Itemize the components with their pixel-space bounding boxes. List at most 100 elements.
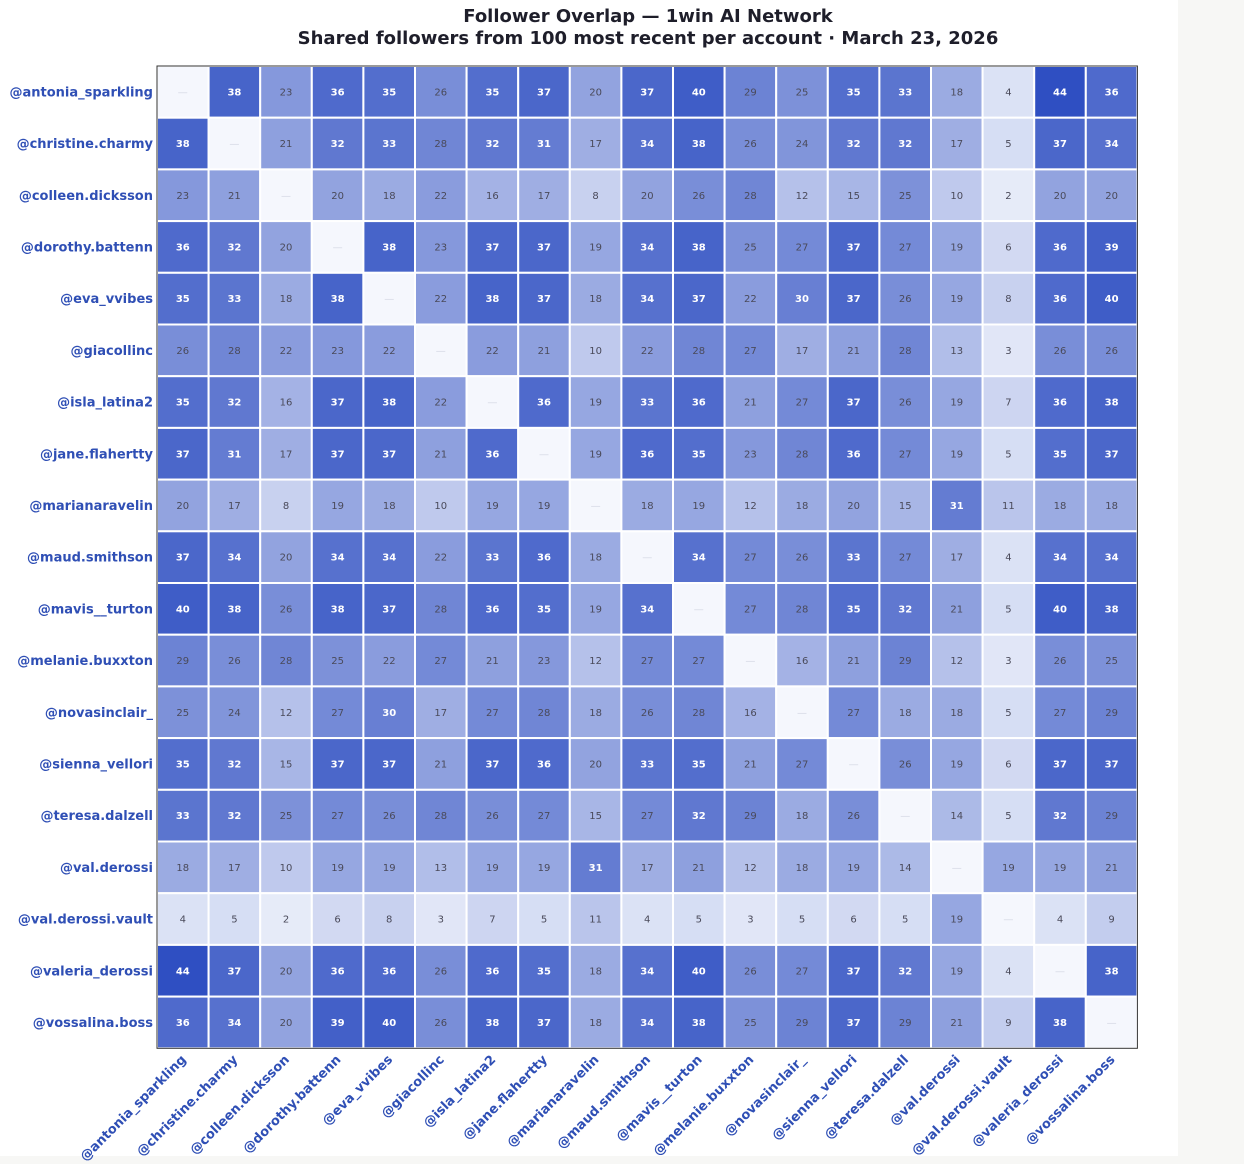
cell-value-label: 26 [899,294,912,305]
cell-value-label: 34 [227,1018,241,1029]
row-tick-label: @isla_latina2 [57,396,153,411]
heatmap-cell [259,788,313,843]
cell-value-label: 31 [537,139,551,150]
heatmap-cell [414,323,468,378]
heatmap-frame [156,65,1138,1049]
heatmap-cell [465,271,520,326]
cell-value-label: 22 [280,346,293,357]
cell-value-label: — [1003,915,1013,926]
cell-value-label: 38 [382,398,396,409]
column-tick-label: @vossalina.boss [1023,1052,1119,1148]
row-tick-label: @dorothy.battenn [21,240,153,255]
cell-value-label: 37 [1053,759,1067,770]
cell-value-label: 25 [176,708,189,719]
cell-value-label: 34 [1105,553,1119,564]
cell-value-label: 6 [1005,242,1011,253]
page-margin-bottom [0,1156,1178,1164]
heatmap-cell [620,220,675,274]
cell-value-label: 27 [899,553,912,564]
heatmap-cell [1033,271,1087,326]
heatmap-cell [775,788,829,843]
cell-value-label: 26 [176,346,189,357]
heatmap-cell [1033,65,1087,119]
cell-value-label: 39 [331,1018,345,1029]
cell-value-label: 20 [176,501,189,512]
cell-value-label: 44 [176,966,190,977]
cell-value-label: 23 [434,242,447,253]
cell-value-label: — [797,708,807,719]
heatmap-cell [1084,426,1139,481]
heatmap-cell [465,995,520,1050]
cell-value-label: 3 [438,915,444,926]
cell-value-label: 5 [1005,811,1011,822]
cell-value-label: 21 [434,759,447,770]
cell-value-label: 22 [744,294,757,305]
heatmap-cell [930,685,984,740]
cell-value-label: 17 [228,863,241,874]
cell-value-label: 3 [1005,346,1011,357]
cell-value-label: 36 [331,87,345,98]
cell-value-label: 26 [383,811,396,822]
cell-value-label: 36 [1053,294,1067,305]
heatmap-cell [775,271,829,326]
cell-value-label: 36 [485,604,499,615]
row-tick-label: @novasinclair_ [45,706,154,721]
heatmap-cell [362,323,416,378]
heatmap-cell [465,633,520,688]
cell-value-label: 34 [640,242,654,253]
cell-value-label: 24 [228,708,241,719]
cell-value-label: 9 [1108,915,1114,926]
cell-value-label: 28 [796,604,809,615]
cell-value-label: 16 [280,398,293,409]
cell-value-label: 6 [334,915,340,926]
cell-value-label: 37 [331,398,345,409]
heatmap-cell [207,168,262,223]
cell-value-label: 21 [950,604,963,615]
heatmap-cell [362,840,416,895]
cell-value-label: 38 [1105,966,1119,977]
heatmap-cell [259,220,313,274]
heatmap-cell [465,323,520,378]
row-tick-label: @valeria_derossi [30,964,153,979]
cell-value-label: 27 [796,242,809,253]
heatmap-cell [620,168,675,223]
heatmap-cell [362,788,416,843]
cell-value-label: 26 [1054,346,1067,357]
cell-value-label: 19 [950,915,963,926]
cell-value-label: 37 [176,449,190,460]
cell-value-label: 33 [847,553,861,564]
heatmap-cell [878,943,933,998]
cell-value-label: 22 [434,294,447,305]
heatmap-cell [1084,168,1139,223]
cell-value-label: 32 [847,139,861,150]
cell-value-label: 38 [692,1018,706,1029]
heatmap-cell [517,478,571,533]
cell-value-label: 26 [1105,346,1118,357]
cell-value-label: 25 [744,1018,757,1029]
heatmap-cell [775,375,829,429]
cell-value-label: 26 [899,759,912,770]
cell-value-label: 29 [744,87,757,98]
cell-value-label: 6 [850,915,856,926]
heatmap-cell [723,478,778,533]
cell-value-label: 23 [176,191,189,202]
cell-value-label: 10 [434,501,447,512]
cell-value-label: 18 [1105,501,1118,512]
cell-value-label: 29 [1105,708,1118,719]
cell-value-label: 34 [1105,139,1119,150]
column-tick-label: @marianaravelin [504,1053,602,1151]
cell-value-label: 16 [796,656,809,667]
heatmap-cell [568,685,623,740]
heatmap-cell [672,478,726,533]
heatmap-cell [981,892,1036,946]
cell-value-label: 12 [744,863,757,874]
cell-value-label: 11 [589,915,602,926]
heatmap-cell [826,271,881,326]
heatmap-cell [310,737,365,791]
heatmap-cell [207,478,262,533]
cell-value-label: 44 [1053,87,1067,98]
cell-value-label: 26 [434,87,447,98]
cell-value-label: 18 [589,294,602,305]
cell-value-label: 36 [331,966,345,977]
heatmap-cell [414,168,468,223]
